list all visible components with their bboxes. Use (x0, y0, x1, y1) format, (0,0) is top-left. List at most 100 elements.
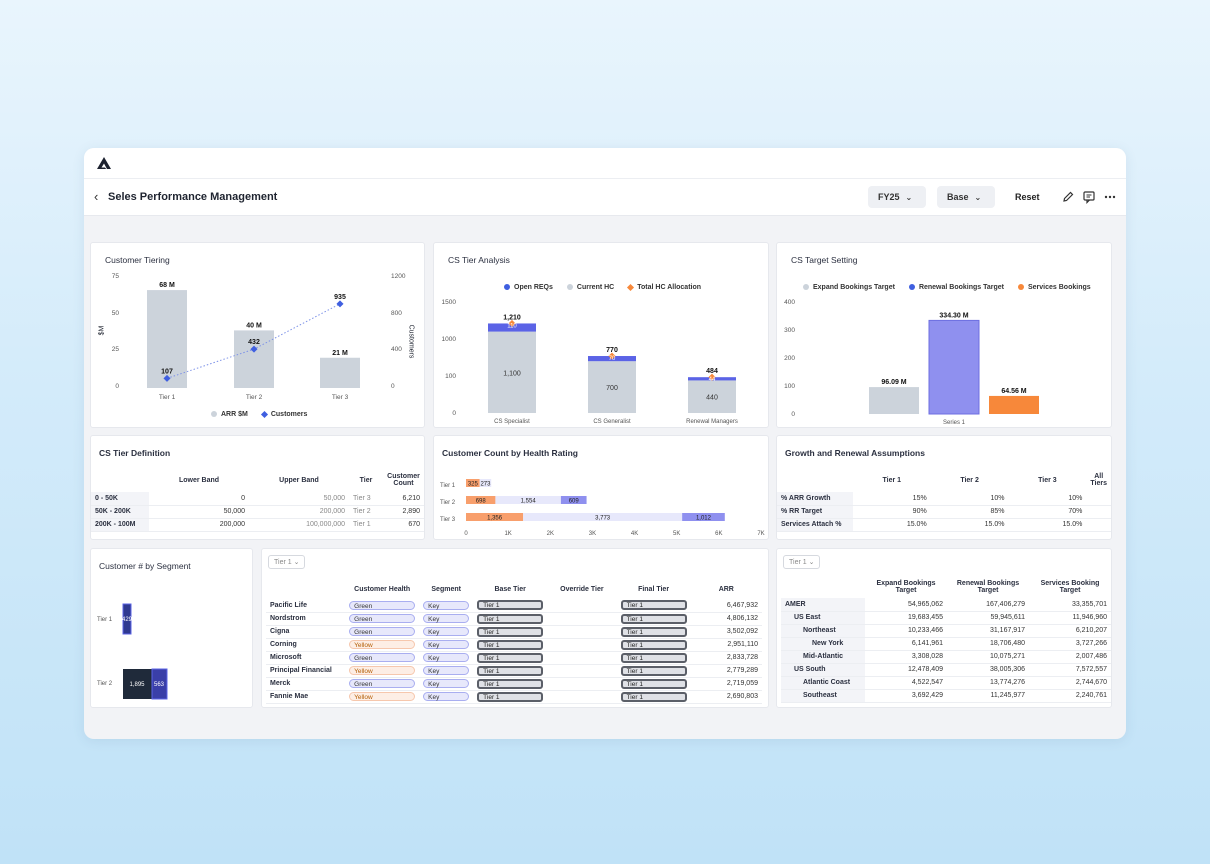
table-row[interactable]: Pacific Life Green Key Tier 1 Tier 1 6,467,93… (266, 599, 762, 613)
override-tier-cell[interactable] (547, 664, 617, 678)
base-tier-tag[interactable]: Tier 1 (477, 665, 544, 676)
base-tier-tag[interactable]: Tier 1 (477, 639, 544, 650)
tier1-cell[interactable]: 90% (852, 505, 931, 519)
legend-item[interactable]: Current HC (566, 284, 614, 291)
table-row[interactable]: % ARR Growth 15% 10% 10% (777, 492, 1111, 506)
table-row[interactable]: Fannie Mae Yellow Key Tier 1 Tier 1 2,690,803 (266, 690, 762, 704)
table-row[interactable]: New York 6,141,961 18,706,480 3,727,266 (781, 637, 1111, 651)
health-tag[interactable]: Yellow (349, 692, 416, 701)
override-tier-cell[interactable] (547, 651, 617, 665)
region-name[interactable]: US East (781, 611, 865, 625)
legend-item[interactable]: Services Bookings (1018, 284, 1091, 291)
final-tier-tag[interactable]: Tier 1 (620, 691, 687, 702)
all-tiers-cell[interactable] (1086, 492, 1111, 506)
table-row[interactable]: 50K - 200K 50,000 200,000 Tier 2 2,890 (91, 505, 424, 519)
table-row[interactable]: Principal Financial Yellow Key Tier 1 Tier 1… (266, 664, 762, 678)
region-name[interactable]: Atlantic Coast (781, 676, 865, 690)
segment-tag[interactable]: Key (423, 627, 470, 636)
base-tier-tag[interactable]: Tier 1 (477, 626, 544, 637)
table-row[interactable]: Nordstrom Green Key Tier 1 Tier 1 4,806,132 (266, 612, 762, 626)
final-tier-tag[interactable]: Tier 1 (620, 652, 687, 663)
table-row[interactable]: 200K - 100M 200,000 100,000,000 Tier 1 6… (91, 518, 424, 532)
legend-item[interactable]: Customers (260, 410, 307, 418)
table-row[interactable]: Northeast 10,233,466 31,167,917 6,210,207 (781, 624, 1111, 638)
health-tag[interactable]: Green (349, 614, 416, 623)
legend-item[interactable]: Expand Bookings Target (803, 284, 895, 291)
back-chevron-icon[interactable]: ‹ (94, 189, 99, 204)
table-row[interactable]: Microsoft Green Key Tier 1 Tier 1 2,833,728 (266, 651, 762, 665)
health-tag[interactable]: Green (349, 679, 416, 688)
table-row[interactable]: Mid-Atlantic 3,308,028 10,075,271 2,007,486 (781, 650, 1111, 664)
health-tag[interactable]: Green (349, 653, 416, 662)
base-tier-tag[interactable]: Tier 1 (477, 691, 544, 702)
table-row[interactable]: 0 - 50K 0 50,000 Tier 3 6,210 (91, 492, 424, 506)
tier-filter-select[interactable]: Tier 1 ⌄ (268, 555, 306, 569)
segment-tag[interactable]: Key (423, 640, 470, 649)
region-name[interactable]: AMER (781, 598, 865, 612)
segment-tag[interactable]: Key (423, 653, 470, 662)
health-tag[interactable]: Green (349, 600, 416, 610)
table-row[interactable]: Cigna Green Key Tier 1 Tier 1 3,502,092 (266, 625, 762, 639)
tier1-cell[interactable]: 15% (852, 492, 931, 506)
tier2-cell[interactable]: 10% (930, 492, 1009, 506)
segment-tag[interactable]: Key (423, 600, 470, 610)
lower-band-cell[interactable]: 0 (149, 492, 249, 506)
region-name[interactable]: Southeast (781, 689, 865, 703)
table-row[interactable]: Services Attach % 15.0% 15.0% 15.0% (777, 518, 1111, 532)
legend-item[interactable]: Renewal Bookings Target (908, 284, 1004, 291)
tier3-cell[interactable]: 10% (1008, 492, 1087, 506)
segment-tag[interactable]: Key (423, 666, 470, 675)
table-row[interactable]: Atlantic Coast 4,522,547 13,774,276 2,744,6… (781, 676, 1111, 690)
table-row[interactable]: US South 12,478,409 38,005,306 7,572,557 (781, 663, 1111, 677)
base-tier-tag[interactable]: Tier 1 (477, 613, 544, 624)
table-row[interactable]: Merck Green Key Tier 1 Tier 1 2,719,059 (266, 677, 762, 691)
override-tier-cell[interactable] (547, 690, 617, 704)
segment-tag[interactable]: Key (423, 679, 470, 688)
lower-band-cell[interactable]: 200,000 (149, 518, 249, 532)
final-tier-tag[interactable]: Tier 1 (620, 626, 687, 637)
region-name[interactable]: Mid-Atlantic (781, 650, 865, 664)
final-tier-tag[interactable]: Tier 1 (620, 600, 687, 611)
more-icon[interactable] (1103, 190, 1117, 204)
segment-tag[interactable]: Key (423, 614, 470, 623)
override-tier-cell[interactable] (547, 612, 617, 626)
tier2-cell[interactable]: 15.0% (930, 518, 1009, 532)
upper-band-cell[interactable]: 50,000 (249, 492, 349, 506)
final-tier-tag[interactable]: Tier 1 (620, 639, 687, 650)
region-name[interactable]: New York (781, 637, 865, 651)
comment-icon[interactable] (1082, 190, 1096, 204)
base-tier-tag[interactable]: Tier 1 (477, 678, 544, 689)
all-tiers-cell[interactable] (1086, 505, 1111, 519)
all-tiers-cell[interactable] (1086, 518, 1111, 532)
final-tier-tag[interactable]: Tier 1 (620, 678, 687, 689)
tier3-cell[interactable]: 15.0% (1008, 518, 1087, 532)
tier2-cell[interactable]: 85% (930, 505, 1009, 519)
app-logo-icon[interactable] (96, 156, 112, 170)
base-tier-tag[interactable]: Tier 1 (477, 652, 544, 663)
upper-band-cell[interactable]: 200,000 (249, 505, 349, 519)
region-name[interactable]: US South (781, 663, 865, 677)
year-select[interactable]: FY25 ⌄ (868, 186, 926, 208)
upper-band-cell[interactable]: 100,000,000 (249, 518, 349, 532)
health-tag[interactable]: Yellow (349, 640, 416, 649)
region-name[interactable]: Northeast (781, 624, 865, 638)
final-tier-tag[interactable]: Tier 1 (620, 613, 687, 624)
table-row[interactable]: % RR Target 90% 85% 70% (777, 505, 1111, 519)
lower-band-cell[interactable]: 50,000 (149, 505, 249, 519)
table-row[interactable]: US East 19,683,455 59,945,611 11,946,960 (781, 611, 1111, 625)
table-row[interactable]: Southeast 3,692,429 11,245,977 2,240,761 (781, 689, 1111, 703)
override-tier-cell[interactable] (547, 677, 617, 691)
tier3-cell[interactable]: 70% (1008, 505, 1087, 519)
reset-button[interactable]: Reset (1015, 192, 1040, 202)
health-tag[interactable]: Yellow (349, 666, 416, 675)
override-tier-cell[interactable] (547, 599, 617, 613)
legend-item[interactable]: Total HC Allocation (627, 283, 701, 291)
segment-tag[interactable]: Key (423, 692, 470, 701)
base-tier-tag[interactable]: Tier 1 (477, 600, 544, 611)
health-tag[interactable]: Green (349, 627, 416, 636)
tier1-cell[interactable]: 15.0% (852, 518, 931, 532)
table-row[interactable]: Corning Yellow Key Tier 1 Tier 1 2,951,110 (266, 638, 762, 652)
final-tier-tag[interactable]: Tier 1 (620, 665, 687, 676)
override-tier-cell[interactable] (547, 625, 617, 639)
legend-item[interactable]: Open REQs (504, 284, 553, 291)
